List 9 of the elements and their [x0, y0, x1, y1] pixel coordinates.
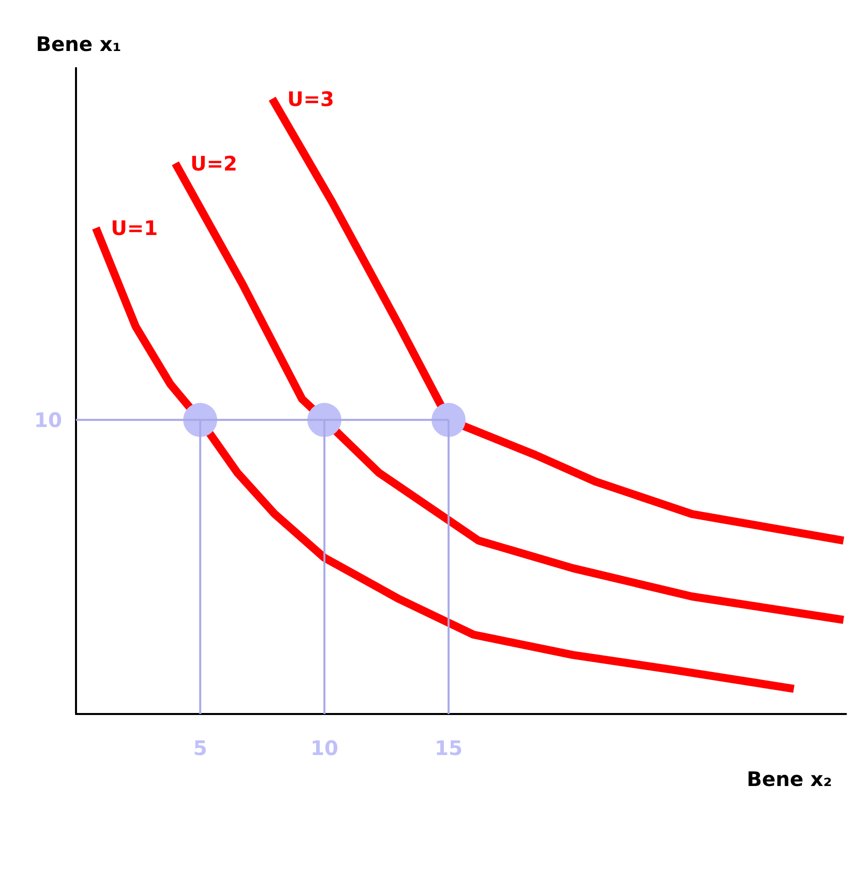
series-label: U=2: [190, 151, 238, 176]
y-axis-title: Bene x₁: [36, 32, 122, 56]
x-tick-label: 10: [310, 736, 338, 760]
text: 10: [34, 408, 62, 432]
series-label: U=3: [287, 86, 334, 111]
x-tick-label: 15: [434, 736, 462, 760]
x-tick-label: 5: [193, 736, 208, 760]
x-axis-title: Bene x₂: [746, 767, 832, 791]
series-label: U=1: [110, 216, 158, 240]
